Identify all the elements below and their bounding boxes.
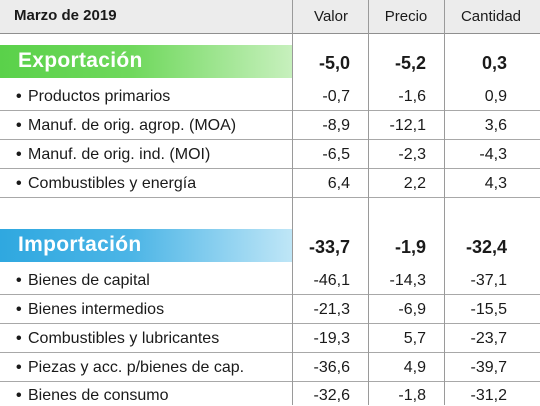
row-divider bbox=[0, 139, 540, 140]
import-total-valor: -33,7 bbox=[308, 237, 350, 257]
column-header-cantidad: Cantidad bbox=[460, 8, 522, 25]
table-cell: -6,5 bbox=[322, 146, 350, 163]
import-section-band: Importación -33,7 -1,9 -32,4 bbox=[0, 229, 540, 262]
column-header-precio: Precio bbox=[384, 8, 428, 25]
import-band-gradient bbox=[0, 229, 292, 262]
column-divider bbox=[292, 0, 293, 405]
table-cell: -14,3 bbox=[389, 272, 426, 289]
list-item-label: • Productos primarios bbox=[16, 88, 171, 105]
header-band bbox=[0, 0, 540, 33]
list-item-label: • Piezas y acc. p/bienes de cap. bbox=[16, 359, 245, 376]
list-item-label: • Combustibles y energía bbox=[16, 175, 197, 192]
table-cell: -39,7 bbox=[470, 359, 507, 376]
table-cell: -0,7 bbox=[322, 88, 350, 105]
table-cell: -2,3 bbox=[398, 146, 426, 163]
row-divider bbox=[0, 110, 540, 111]
export-section-band: Exportación -5,0 -5,2 0,3 bbox=[0, 45, 540, 78]
row-divider bbox=[0, 168, 540, 169]
table-cell: -31,2 bbox=[470, 387, 507, 404]
export-total-valor: -5,0 bbox=[318, 53, 350, 73]
table-cell: -1,8 bbox=[398, 387, 426, 404]
import-section-label: Importación bbox=[18, 233, 142, 256]
list-item-label: • Bienes de consumo bbox=[16, 387, 169, 404]
column-header-valor: Valor bbox=[314, 8, 348, 25]
row-divider bbox=[0, 381, 540, 382]
table-cell: 5,7 bbox=[403, 330, 426, 347]
row-divider bbox=[0, 33, 540, 34]
table-cell: -1,6 bbox=[398, 88, 426, 105]
list-item-label: • Bienes de capital bbox=[16, 272, 150, 289]
row-divider bbox=[0, 294, 540, 295]
export-total-precio: -5,2 bbox=[394, 53, 426, 73]
table-cell: -37,1 bbox=[470, 272, 507, 289]
table-cell: -15,5 bbox=[470, 301, 507, 318]
table-cell: -36,6 bbox=[313, 359, 350, 376]
list-item-label: • Manuf. de orig. ind. (MOI) bbox=[16, 146, 211, 163]
table-cell: -32,6 bbox=[313, 387, 350, 404]
export-section-label: Exportación bbox=[18, 49, 143, 72]
row-divider bbox=[0, 352, 540, 353]
column-divider bbox=[444, 0, 445, 405]
table-title: Marzo de 2019 bbox=[14, 7, 117, 24]
table-cell: -8,9 bbox=[322, 117, 350, 134]
list-item-label: • Combustibles y lubricantes bbox=[16, 330, 220, 347]
table-cell: 3,6 bbox=[484, 117, 507, 134]
row-divider bbox=[0, 197, 540, 198]
table-cell: -19,3 bbox=[313, 330, 350, 347]
export-total-cantidad: 0,3 bbox=[481, 53, 507, 73]
import-total-cantidad: -32,4 bbox=[465, 237, 507, 257]
column-divider bbox=[368, 0, 369, 405]
table-cell: -12,1 bbox=[389, 117, 426, 134]
table-cell: -6,9 bbox=[398, 301, 426, 318]
table-cell: 4,9 bbox=[403, 359, 426, 376]
export-band-gradient bbox=[0, 45, 292, 78]
table-cell: -46,1 bbox=[313, 272, 350, 289]
table-cell: -4,3 bbox=[479, 146, 507, 163]
list-item-label: • Bienes intermedios bbox=[16, 301, 165, 318]
table-cell: 6,4 bbox=[327, 175, 350, 192]
table-cell: -23,7 bbox=[470, 330, 507, 347]
row-divider bbox=[0, 323, 540, 324]
import-total-precio: -1,9 bbox=[394, 237, 426, 257]
list-item-label: • Manuf. de orig. agrop. (MOA) bbox=[16, 117, 237, 134]
table-cell: 0,9 bbox=[484, 88, 507, 105]
table-cell: -21,3 bbox=[313, 301, 350, 318]
table-cell: 2,2 bbox=[403, 175, 426, 192]
table-cell: 4,3 bbox=[484, 175, 507, 192]
